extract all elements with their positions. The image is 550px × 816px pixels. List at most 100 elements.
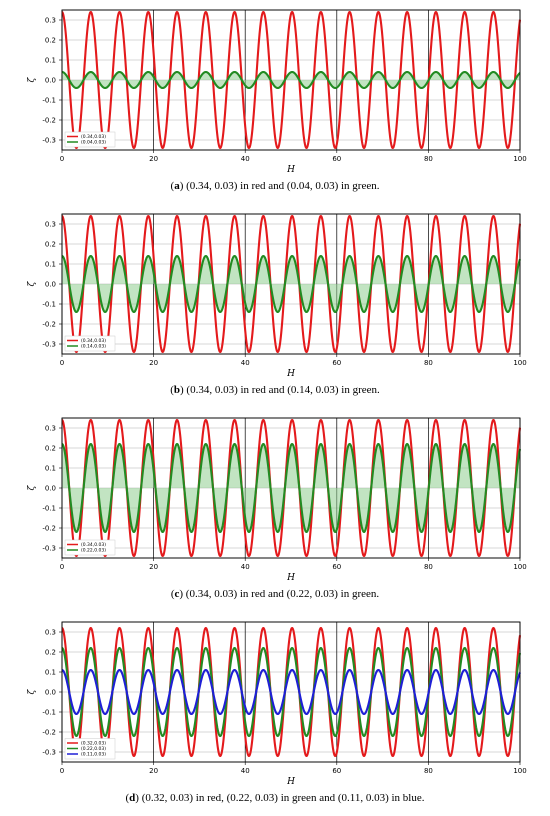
chart-panel-a: 0.3 0.2 0.1 0.0 -0.1 -0.2 -0.3 0 20 40 60 80 100 Hζ (0… — [27, 9, 527, 175]
y-tick-label: -0.1 — [42, 505, 56, 513]
fill-area — [62, 444, 520, 532]
x-tick-label: 60 — [332, 767, 341, 775]
y-tick-label: -0.2 — [42, 117, 56, 125]
caption-b-text: (0.34, 0.03) in red and (0.14, 0.03) in … — [186, 384, 380, 396]
y-tick-label: -0.1 — [42, 709, 56, 717]
y-tick-label: -0.3 — [42, 749, 56, 757]
y-tick-label: 0.1 — [45, 57, 56, 65]
y-tick-label: 0.0 — [45, 689, 56, 697]
y-axis-label: ζ — [27, 484, 37, 490]
plot-frame — [61, 417, 521, 559]
y-axis-label: ζ — [27, 280, 37, 286]
plot-frame — [61, 621, 521, 763]
y-tick-label: 0.0 — [45, 281, 56, 289]
x-tick-label: 20 — [149, 155, 158, 163]
caption-a-text: (0.34, 0.03) in red and (0.04, 0.03) in … — [186, 180, 380, 192]
y-tick-label: -0.2 — [42, 525, 56, 533]
series-line — [61, 442, 522, 534]
y-tick-label: 0.3 — [45, 221, 56, 229]
legend-entry: (0.34,0.03) — [81, 542, 106, 548]
y-tick-label: 0.0 — [45, 77, 56, 85]
caption-d: (d) (0.32, 0.03) in red, (0.22, 0.03) in… — [125, 792, 425, 804]
y-tick-label: 0.1 — [45, 669, 56, 677]
y-axis-label: ζ — [27, 76, 37, 82]
y-tick-label: -0.2 — [42, 321, 56, 329]
plot-frame — [61, 213, 521, 355]
x-tick-label: 60 — [332, 359, 341, 367]
y-tick-label: -0.3 — [42, 341, 56, 349]
y-tick-label: 0.1 — [45, 465, 56, 473]
fill-area — [62, 72, 520, 88]
fill-area — [62, 256, 520, 312]
caption-a: (a) (0.34, 0.03) in red and (0.04, 0.03)… — [170, 180, 380, 192]
y-tick-label: -0.1 — [42, 301, 56, 309]
x-tick-label: 80 — [424, 767, 433, 775]
x-tick-label: 20 — [149, 767, 158, 775]
series-line — [61, 254, 521, 314]
y-tick-label: -0.2 — [42, 729, 56, 737]
y-tick-label: 0.0 — [45, 485, 56, 493]
y-tick-label: -0.3 — [42, 545, 56, 553]
series-line — [61, 668, 521, 716]
x-tick-label: 0 — [60, 155, 64, 163]
series-line — [61, 70, 521, 90]
y-tick-label: 0.2 — [45, 649, 56, 657]
chart-panel-d: 0.3 0.2 0.1 0.0 -0.1 -0.2 -0.3 0 20 40 60 80 100 Hζ (0… — [27, 621, 527, 787]
x-tick-label: 60 — [332, 155, 341, 163]
x-axis-label: H — [286, 369, 295, 379]
legend-entry: (0.14,0.03) — [81, 344, 106, 350]
chart-panel-c: 0.3 0.2 0.1 0.0 -0.1 -0.2 -0.3 0 20 40 60 80 100 Hζ (0… — [27, 417, 527, 583]
x-tick-label: 40 — [241, 359, 250, 367]
x-tick-label: 100 — [513, 155, 526, 163]
caption-b-label: b — [173, 384, 180, 396]
y-tick-label: -0.1 — [42, 97, 56, 105]
legend-entry: (0.34,0.03) — [81, 338, 106, 344]
plot-frame — [61, 9, 521, 151]
caption-d-text: (0.32, 0.03) in red, (0.22, 0.03) in gre… — [141, 792, 425, 804]
x-tick-label: 80 — [424, 359, 433, 367]
x-tick-label: 40 — [241, 563, 250, 571]
caption-d-label: d — [129, 792, 136, 804]
x-tick-label: 40 — [241, 767, 250, 775]
legend-entry: (0.22,0.03) — [81, 548, 106, 554]
y-tick-label: 0.3 — [45, 425, 56, 433]
y-tick-label: -0.3 — [42, 137, 56, 145]
y-axis-label: ζ — [27, 688, 37, 694]
legend-entry: (0.32,0.03) — [81, 741, 106, 747]
x-tick-label: 0 — [60, 359, 64, 367]
x-tick-label: 100 — [513, 359, 526, 367]
series-line — [61, 10, 522, 150]
legend-entry: (0.22,0.03) — [81, 746, 106, 752]
x-tick-label: 100 — [513, 767, 526, 775]
chart-panel-b: 0.3 0.2 0.1 0.0 -0.1 -0.2 -0.3 0 20 40 60 80 100 Hζ (0… — [27, 213, 527, 379]
x-tick-label: 20 — [149, 359, 158, 367]
x-axis-label: H — [286, 165, 295, 175]
x-tick-label: 0 — [60, 767, 64, 775]
caption-c-text: (0.34, 0.03) in red and (0.22, 0.03) in … — [185, 588, 380, 600]
caption-b: (b) (0.34, 0.03) in red and (0.14, 0.03)… — [170, 384, 380, 396]
x-tick-label: 80 — [424, 155, 433, 163]
y-tick-label: 0.2 — [45, 37, 56, 45]
x-tick-label: 100 — [513, 563, 526, 571]
y-tick-label: 0.3 — [45, 17, 56, 25]
x-tick-label: 40 — [241, 155, 250, 163]
y-tick-label: 0.2 — [45, 241, 56, 249]
x-tick-label: 80 — [424, 563, 433, 571]
caption-c: (c) (0.34, 0.03) in red and (0.22, 0.03)… — [170, 588, 380, 600]
legend-entry: (0.34,0.03) — [81, 134, 106, 140]
x-axis-label: H — [286, 777, 295, 787]
y-tick-label: 0.3 — [45, 629, 56, 637]
legend-entry: (0.04,0.03) — [81, 140, 106, 146]
y-tick-label: 0.2 — [45, 445, 56, 453]
x-tick-label: 0 — [60, 563, 64, 571]
x-tick-label: 60 — [332, 563, 341, 571]
x-axis-label: H — [286, 573, 295, 583]
legend-entry: (0.11,0.03) — [81, 752, 106, 758]
x-tick-label: 20 — [149, 563, 158, 571]
caption-a-label: a — [174, 180, 180, 192]
caption-c-label: c — [174, 588, 180, 600]
